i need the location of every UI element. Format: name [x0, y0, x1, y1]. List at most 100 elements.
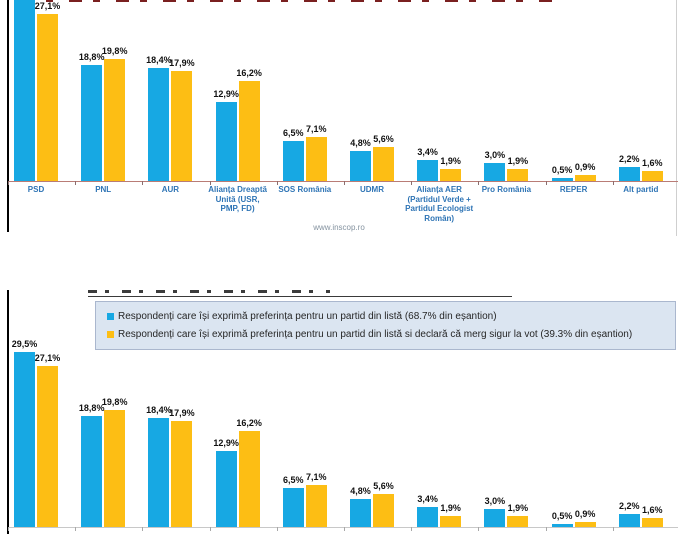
value-label: 1,9%: [507, 502, 529, 513]
blue-bar-PNL: [81, 65, 103, 181]
category-label: Alt partid: [623, 185, 659, 194]
x-axis-tick: [8, 181, 9, 185]
yellow-bar-REPER: [574, 521, 596, 527]
x-axis-tick: [142, 181, 144, 185]
x-axis-tick: [142, 527, 144, 531]
x-axis-line: [8, 527, 678, 528]
category-label: AUR: [161, 185, 180, 194]
x-axis-tick: [8, 527, 9, 531]
legend-label-yellow-series: Respondenți care își exprimă preferința …: [118, 329, 633, 340]
yellow-bar-AUR: [171, 420, 193, 527]
legend-row: Respondenți care își exprimă preferința …: [107, 311, 675, 322]
value-label: 4,8%: [350, 138, 371, 149]
cropped-title-remnant: [88, 290, 330, 293]
blue-bar-AUR: [148, 417, 170, 527]
x-axis-tick: [411, 527, 413, 531]
value-label: 0,9%: [574, 162, 596, 173]
blue-bar-SOS România: [282, 488, 304, 527]
category-label: PSD: [27, 185, 45, 194]
figure-left-border: [7, 290, 9, 534]
value-label: 3,4%: [417, 493, 438, 504]
blue-bar-Pro România: [484, 509, 506, 527]
category-label: PNL: [95, 185, 112, 194]
yellow-bar-UDMR: [373, 146, 394, 181]
yellow-bar-PSD: [37, 14, 58, 181]
value-label: 19,8%: [101, 46, 128, 57]
blue-bar-Alianța Dreaptă: [215, 101, 237, 181]
value-label: 5,6%: [373, 133, 394, 144]
value-label: 0,9%: [574, 508, 596, 519]
cropped-title-remnant: [22, 0, 560, 2]
value-label: 5,6%: [373, 480, 394, 491]
blue-bar-SOS România: [282, 141, 304, 181]
yellow-bar-PNL: [104, 59, 126, 181]
yellow-bar-Alianța Dreaptă: [238, 81, 260, 181]
blue-series-marker-icon: [107, 313, 114, 320]
yellow-bar-Alianța AER: [440, 169, 462, 181]
yellow-bar-Pro România: [507, 515, 529, 527]
blue-bar-REPER: [551, 524, 573, 527]
x-axis-tick: [344, 181, 345, 185]
source-url: www.inscop.ro: [313, 223, 365, 232]
value-label: 3,4%: [417, 147, 438, 158]
value-label: 1,9%: [440, 156, 461, 167]
value-label: 12,9%: [213, 88, 239, 99]
value-label: 19,8%: [101, 396, 128, 407]
top-bar-chart: www.inscop.ro 29,5%18,8%18,4%12,9%6,5%4,…: [0, 0, 678, 240]
x-axis-tick: [344, 527, 345, 531]
value-label: 1,6%: [642, 158, 663, 169]
blue-bar-PSD: [14, 0, 35, 181]
category-label: Alianța AER (Partidul Verde + Partidul E…: [405, 185, 474, 223]
yellow-bar-Alt partid: [641, 517, 663, 527]
blue-bar-Alianța AER: [417, 160, 439, 181]
blue-bar-Alianța Dreaptă: [215, 450, 237, 527]
yellow-bar-Alianța Dreaptă: [238, 430, 260, 527]
x-axis-tick: [478, 181, 480, 185]
x-axis-tick: [612, 181, 614, 185]
x-axis-tick: [478, 527, 480, 531]
yellow-bar-PNL: [104, 409, 126, 527]
value-label: 2,2%: [619, 500, 640, 511]
value-label: 0,5%: [551, 164, 573, 175]
value-label: 1,9%: [440, 502, 461, 513]
value-label: 29,5%: [11, 339, 38, 350]
value-label: 18,4%: [146, 54, 172, 65]
value-label: 27,1%: [34, 1, 61, 12]
blue-bar-PSD: [14, 352, 35, 527]
category-label: Alianța Dreaptă Unită (USR, PMP, FD): [208, 185, 267, 214]
value-label: 6,5%: [283, 128, 304, 139]
yellow-bar-SOS România: [305, 137, 327, 181]
x-axis-tick: [209, 527, 211, 531]
x-axis-line: [8, 181, 678, 182]
yellow-bar-Alianța AER: [440, 515, 462, 527]
category-label: SOS România: [278, 185, 332, 194]
yellow-bar-PSD: [37, 366, 58, 527]
x-axis-tick: [612, 527, 614, 531]
category-label: UDMR: [360, 185, 384, 194]
value-label: 0,5%: [551, 511, 573, 522]
x-axis-tick: [75, 181, 77, 185]
blue-bar-Alt partid: [618, 513, 640, 527]
value-label: 18,4%: [146, 404, 172, 415]
yellow-bar-REPER: [574, 175, 596, 181]
value-label: 3,0%: [484, 149, 506, 160]
blue-bar-REPER: [551, 177, 573, 181]
cropped-title-underline: [88, 296, 512, 297]
x-axis-tick: [276, 527, 278, 531]
value-label: 6,5%: [283, 475, 304, 486]
x-axis-tick: [545, 527, 547, 531]
figure-right-border: [676, 0, 677, 236]
x-axis-tick: [209, 181, 211, 185]
value-label: 18,8%: [78, 52, 105, 63]
value-label: 12,9%: [213, 437, 239, 448]
yellow-bar-AUR: [171, 70, 193, 181]
category-label: REPER: [559, 185, 588, 194]
legend-label-blue-series: Respondenți care își exprimă preferința …: [118, 311, 497, 322]
x-axis-tick: [411, 181, 413, 185]
figure-left-border: [7, 0, 9, 232]
value-label: 16,2%: [236, 68, 262, 79]
blue-bar-PNL: [81, 415, 103, 527]
blue-bar-AUR: [148, 67, 170, 181]
yellow-series-marker-icon: [107, 331, 114, 338]
